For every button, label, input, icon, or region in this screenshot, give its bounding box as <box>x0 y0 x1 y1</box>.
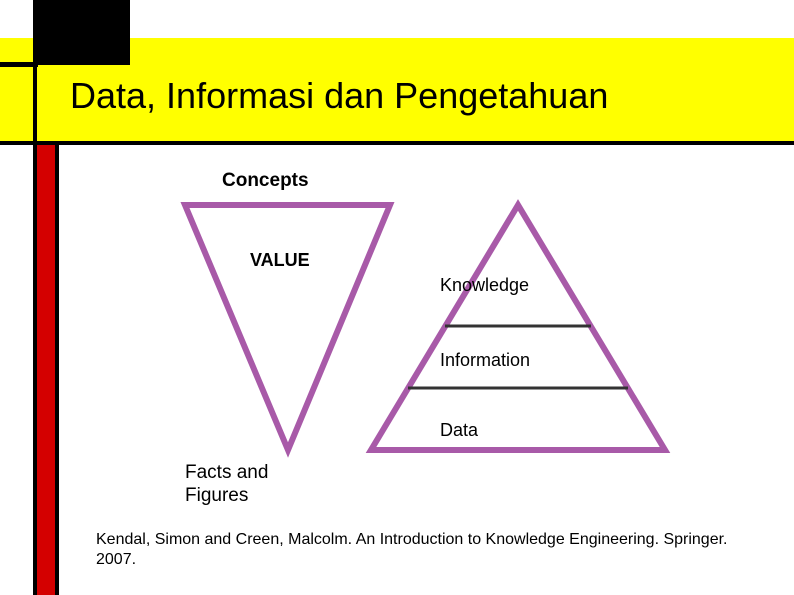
divider-v-inner <box>55 143 59 595</box>
page-title: Data, Informasi dan Pengetahuan <box>70 75 608 117</box>
label-data: Data <box>440 420 478 441</box>
label-information: Information <box>440 350 530 371</box>
label-concepts: Concepts <box>222 170 309 192</box>
label-knowledge: Knowledge <box>440 275 529 296</box>
sidebar-red-bar <box>35 143 57 595</box>
label-value: VALUE <box>250 250 310 271</box>
header-black-box <box>35 0 130 65</box>
citation-text: Kendal, Simon and Creen, Malcolm. An Int… <box>96 530 736 570</box>
divider-v-left <box>33 0 37 595</box>
divider-h-main <box>0 141 794 145</box>
label-facts-figures: Facts and Figures <box>185 462 268 508</box>
triangles-diagram <box>160 195 680 465</box>
value-inverted-triangle <box>185 205 390 450</box>
